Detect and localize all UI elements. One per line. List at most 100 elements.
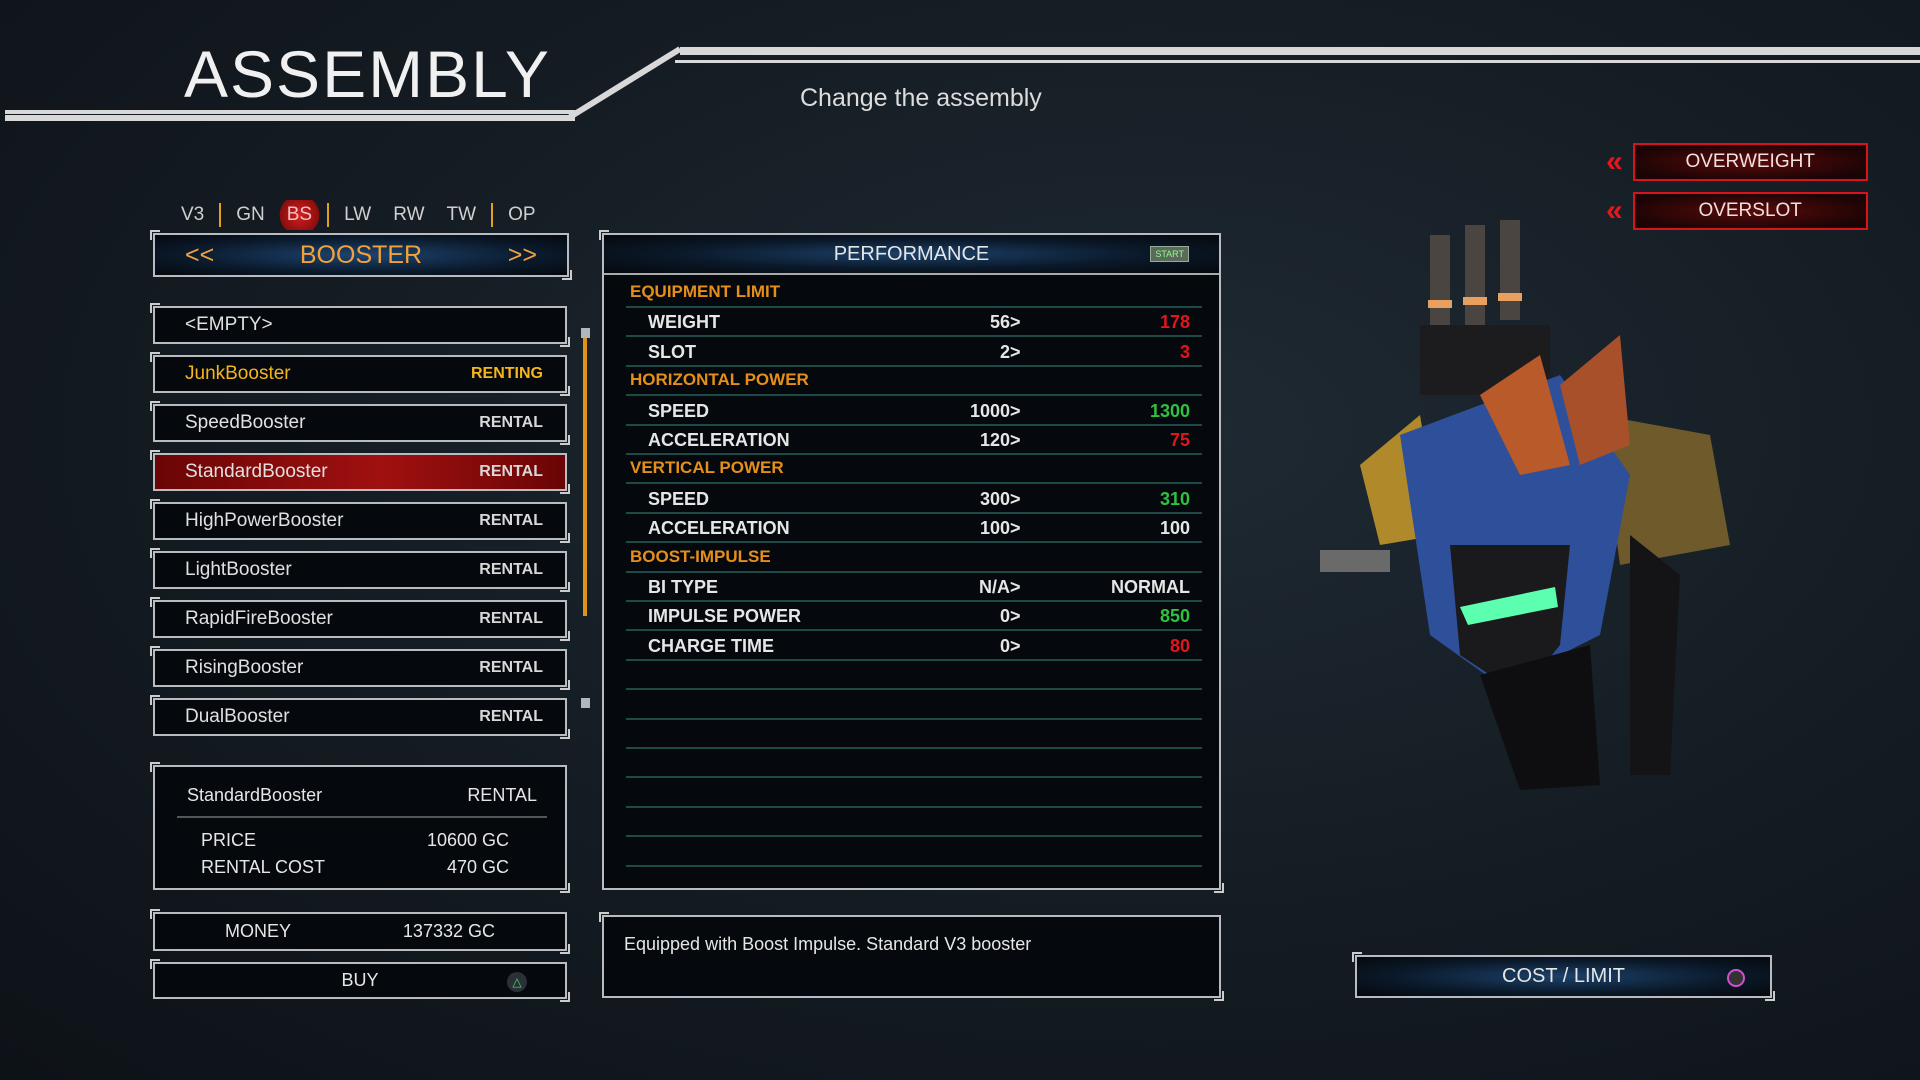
tab-lw[interactable]: LW — [344, 204, 372, 225]
performance-section-header: VERTICAL POWER — [626, 455, 1202, 485]
tab-op[interactable]: OP — [508, 204, 536, 225]
arrow-right-icon: > — [1010, 312, 1021, 333]
start-button-badge[interactable]: START — [1150, 246, 1189, 262]
performance-row: BI TYPE N/A > NORMAL — [626, 573, 1202, 602]
part-list-item[interactable]: SpeedBooster RENTAL — [150, 401, 570, 445]
tab-separator — [219, 203, 222, 227]
part-list-item[interactable]: RisingBooster RENTAL — [150, 646, 570, 690]
part-info-box: StandardBooster RENTAL PRICE 10600 GC RENT… — [150, 762, 570, 893]
part-name: HighPowerBooster — [185, 510, 344, 531]
overslot-warning: « OVERSLOT — [1606, 192, 1868, 230]
money-value: 137332 GC — [402, 921, 495, 941]
triangle-icon: △ — [507, 972, 527, 992]
page-subtitle: Change the assembly — [800, 84, 1042, 112]
part-name: JunkBooster — [185, 363, 291, 384]
tab-gn[interactable]: GN — [236, 204, 265, 225]
part-status: RENTAL — [479, 463, 543, 480]
part-list-item[interactable]: JunkBooster RENTING — [150, 352, 570, 396]
tab-bs[interactable]: BS — [275, 200, 324, 230]
performance-row: ACCELERATION 100 >100 — [626, 514, 1202, 544]
part-name: DualBooster — [185, 706, 290, 727]
part-list-item[interactable]: RapidFireBooster RENTAL — [150, 597, 570, 641]
performance-row: ACCELERATION 120 >75 — [626, 426, 1202, 455]
arrow-right-icon: > — [1010, 518, 1021, 539]
stat-label: SPEED — [648, 400, 710, 421]
rental-cost-value: 470 GC — [446, 857, 509, 877]
stat-current-value: 0 — [999, 606, 1010, 627]
page-title: ASSEMBLY — [184, 37, 551, 111]
mech-body-image — [1320, 335, 1730, 790]
empty-row — [626, 779, 1202, 808]
info-part-status: RENTAL — [467, 785, 537, 805]
performance-row: IMPULSE POWER 0 >850 — [626, 602, 1202, 632]
part-status: RENTING — [471, 365, 543, 382]
part-list-item[interactable]: HighPowerBooster RENTAL — [150, 499, 570, 543]
part-name: LightBooster — [185, 559, 292, 580]
arrow-right-icon: > — [1010, 341, 1021, 362]
stat-label: BI TYPE — [648, 577, 719, 597]
cost-limit-label: COST / LIMIT — [1502, 965, 1625, 987]
cost-limit-button[interactable]: COST / LIMIT — [1352, 952, 1775, 1001]
part-list-item[interactable]: <EMPTY> — [150, 303, 570, 347]
money-label: MONEY — [225, 921, 292, 941]
stat-new-value: 80 — [1169, 635, 1190, 656]
performance-row: WEIGHT 56 >178 — [626, 308, 1202, 338]
performance-section-header: BOOST-IMPULSE — [626, 544, 1202, 573]
part-list-item[interactable]: LightBooster RENTAL — [150, 548, 570, 592]
arrow-right-icon: > — [1010, 635, 1021, 656]
performance-panel: PERFORMANCE START EQUIPMENT LIMIT WEIGHT 5… — [599, 230, 1224, 893]
part-list-item[interactable]: StandardBooster RENTAL — [150, 450, 570, 494]
stat-new-value: 178 — [1159, 312, 1190, 333]
double-chevron-left-icon: « — [1606, 145, 1623, 178]
part-status: RENTAL — [479, 561, 543, 578]
info-part-name: StandardBooster — [187, 785, 323, 805]
tab-tw[interactable]: TW — [446, 204, 477, 225]
stat-current-value: 2 — [999, 341, 1010, 362]
part-list-item[interactable]: DualBooster RENTAL — [150, 695, 570, 739]
performance-row: SPEED 1000 >1300 — [626, 397, 1202, 426]
category-selector: << BOOSTER >> — [150, 230, 572, 280]
part-name: RapidFireBooster — [185, 608, 333, 629]
part-category-tabs: V3 GN BS LW RW TW OP — [170, 200, 547, 230]
overslot-label: OVERSLOT — [1632, 192, 1868, 230]
money-display: MONEY 137332 GC — [150, 909, 570, 954]
arrow-right-icon: > — [1010, 606, 1021, 627]
stat-new-value: 310 — [1159, 488, 1190, 509]
parts-scrollbar[interactable] — [581, 328, 590, 708]
performance-row: CHARGE TIME 0 >80 — [626, 632, 1202, 661]
stat-current-value: N/A — [979, 577, 1010, 597]
arrow-right-icon: > — [1010, 488, 1021, 509]
stat-current-value: 1000 — [969, 400, 1010, 421]
performance-section-header: EQUIPMENT LIMIT — [626, 279, 1202, 308]
category-label: BOOSTER — [299, 240, 423, 269]
stat-label: CHARGE TIME — [648, 635, 774, 656]
tab-rw[interactable]: RW — [393, 204, 425, 225]
part-status: RENTAL — [479, 659, 543, 676]
stat-current-value: 300 — [979, 488, 1010, 509]
part-status: RENTAL — [479, 414, 543, 431]
empty-row — [626, 691, 1202, 720]
performance-row: SPEED 300 >310 — [626, 485, 1202, 514]
stat-new-value: 1300 — [1149, 400, 1190, 421]
stat-new-value: 75 — [1169, 430, 1190, 450]
next-category-button[interactable]: >> — [507, 240, 537, 269]
empty-row — [626, 720, 1202, 749]
prev-category-button[interactable]: << — [185, 240, 215, 269]
rental-cost-label: RENTAL COST — [201, 857, 326, 877]
empty-row — [626, 838, 1202, 867]
performance-section-header: HORIZONTAL POWER — [626, 367, 1202, 397]
part-status: RENTAL — [479, 512, 543, 529]
buy-button[interactable]: BUY △ — [150, 959, 570, 1002]
part-name: StandardBooster — [185, 461, 328, 482]
part-status: RENTAL — [479, 708, 543, 725]
arrow-right-icon: > — [1010, 400, 1021, 421]
arrow-right-icon: > — [1010, 430, 1021, 450]
part-status: RENTAL — [479, 610, 543, 627]
stat-new-value: 3 — [1179, 341, 1190, 362]
stat-label: ACCELERATION — [648, 430, 790, 450]
part-description: Equipped with Boost Impulse. Standard V3… — [599, 912, 1224, 1001]
mech-preview[interactable] — [1300, 215, 1820, 795]
stat-current-value: 56 — [989, 312, 1010, 333]
tab-v3[interactable]: V3 — [181, 204, 205, 225]
stat-label: ACCELERATION — [648, 518, 790, 539]
